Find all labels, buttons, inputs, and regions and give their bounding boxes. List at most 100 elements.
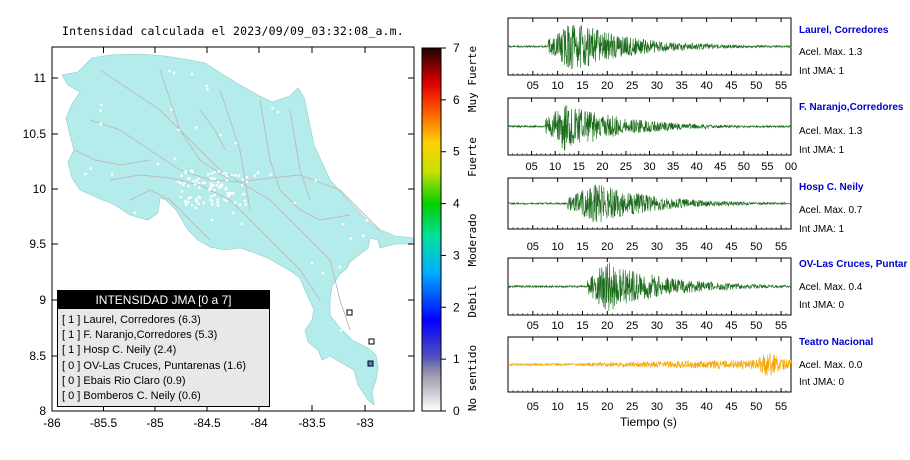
city-dot <box>111 267 115 271</box>
city-dot <box>179 195 182 199</box>
city-dot <box>321 271 325 275</box>
wave-tick-label: 55 <box>775 320 787 332</box>
colorbar-tick-label: 4 <box>453 197 460 211</box>
city-dot <box>194 206 197 210</box>
legend-header: INTENSIDAD JMA [0 a 7] <box>58 291 269 309</box>
city-dot <box>299 322 303 326</box>
wave-tick-label: 35 <box>667 161 679 173</box>
waveform-panels: 05 10 15 20 25 30 35 40 45 50 55 05 10 15 20 25 30 35 40 45… <box>507 17 797 413</box>
colorbar-label: Debil <box>466 284 479 317</box>
city-dot <box>361 207 365 211</box>
y-tick-label: 8.5 <box>29 349 46 363</box>
city-dot <box>240 183 244 187</box>
city-dot <box>179 181 182 185</box>
wave-tick-label: 45 <box>725 80 737 92</box>
wave-tick-label: 10 <box>552 80 564 92</box>
city-dot <box>210 195 213 198</box>
wave-tick-label: 20 <box>601 80 613 92</box>
city-dot <box>201 181 204 185</box>
colorbar-label: No sentido <box>466 345 479 411</box>
x-tick-label: -83 <box>356 416 374 430</box>
city-dot <box>343 93 347 96</box>
city-dot <box>99 103 103 106</box>
wave-tick-label: 40 <box>691 161 703 173</box>
colorbar <box>421 47 442 412</box>
city-dot <box>269 173 272 176</box>
city-dot <box>237 174 241 177</box>
y-tick-label: 9 <box>39 293 46 307</box>
road-network <box>74 69 381 331</box>
waveform-trace <box>507 353 792 376</box>
city-dot <box>212 183 215 187</box>
city-dot <box>195 126 198 129</box>
city-dot <box>213 188 216 192</box>
station-name: F. Naranjo,Corredores <box>799 102 904 113</box>
wave-tick-label: 10 <box>549 161 561 173</box>
x-tick-label: -86 <box>43 416 61 430</box>
city-dot <box>276 110 280 114</box>
city-dot <box>89 167 92 170</box>
city-dot <box>203 181 206 185</box>
city-dot <box>362 234 365 237</box>
wave-tick-label: 25 <box>626 401 638 413</box>
wave-tick-label: 40 <box>700 320 712 332</box>
city-dot <box>225 174 229 178</box>
legend-row: [ 0 ] Ebais Rio Claro (0.9) <box>62 374 186 387</box>
wave-tick-label: 05 <box>527 80 539 92</box>
city-dot <box>216 203 220 207</box>
city-dot <box>338 265 342 269</box>
station-acel: Acel. Max. 0.7 <box>799 205 863 216</box>
wave-tick-label: 05 <box>527 401 539 413</box>
city-dot <box>213 177 217 181</box>
wave-tick-label: 10 <box>552 401 564 413</box>
city-dot <box>222 172 225 175</box>
wave-tick-label: 25 <box>626 320 638 332</box>
city-dot <box>241 178 245 182</box>
city-dot <box>156 162 160 166</box>
station-acel: Acel. Max. 0.4 <box>799 282 863 293</box>
colorbar-tick-label: 7 <box>453 41 460 55</box>
city-dot <box>205 84 209 88</box>
city-dots <box>84 69 369 344</box>
city-dot <box>298 282 302 286</box>
city-dot <box>110 172 114 176</box>
legend-row: [ 1 ] Hosp C. Neily (2.4) <box>62 344 177 357</box>
map-axis-ticks: -86 -85.5 -85 -84.5 -84 -83.5 -83 11 10.5 10 9.5 9 8… <box>23 47 414 430</box>
city-dot <box>224 188 227 191</box>
x-tick-label: -85.5 <box>90 416 118 430</box>
city-dot <box>211 177 215 181</box>
city-dot <box>339 329 343 332</box>
city-dot <box>219 185 223 189</box>
city-dot <box>231 191 234 195</box>
city-dot <box>210 172 213 175</box>
wave-tick-label: 50 <box>738 161 750 173</box>
city-dot <box>365 219 369 222</box>
wave-tick-label: 20 <box>601 320 613 332</box>
city-dot <box>177 128 180 132</box>
station-marker <box>346 309 353 316</box>
y-tick-label: 8 <box>39 404 46 418</box>
city-dot <box>202 201 205 205</box>
intensity-legend: INTENSIDAD JMA [0 a 7] [ 1 ] Laurel, Cor… <box>57 290 270 407</box>
city-dot <box>208 188 211 192</box>
wave-tick-label: 35 <box>676 401 688 413</box>
city-dot <box>224 199 228 203</box>
city-dot <box>198 186 201 189</box>
city-dot <box>341 222 345 226</box>
city-dot <box>190 72 194 76</box>
wave-tick-label: 30 <box>651 241 663 253</box>
legend-row: [ 0 ] OV-Las Cruces, Puntarenas (1.6) <box>62 359 247 372</box>
wave-tick-label: 20 <box>601 241 613 253</box>
wave-tick-label: 50 <box>750 241 762 253</box>
city-dot <box>194 198 198 201</box>
city-dot <box>240 222 244 226</box>
city-dot <box>243 199 247 202</box>
city-dot <box>187 200 190 204</box>
city-dot <box>183 181 186 185</box>
wave-tick-label: 25 <box>626 241 638 253</box>
city-dot <box>228 193 231 197</box>
station-jma: Int JMA: 0 <box>799 377 845 388</box>
wave-tick-label: 30 <box>651 401 663 413</box>
city-dot <box>99 122 103 126</box>
